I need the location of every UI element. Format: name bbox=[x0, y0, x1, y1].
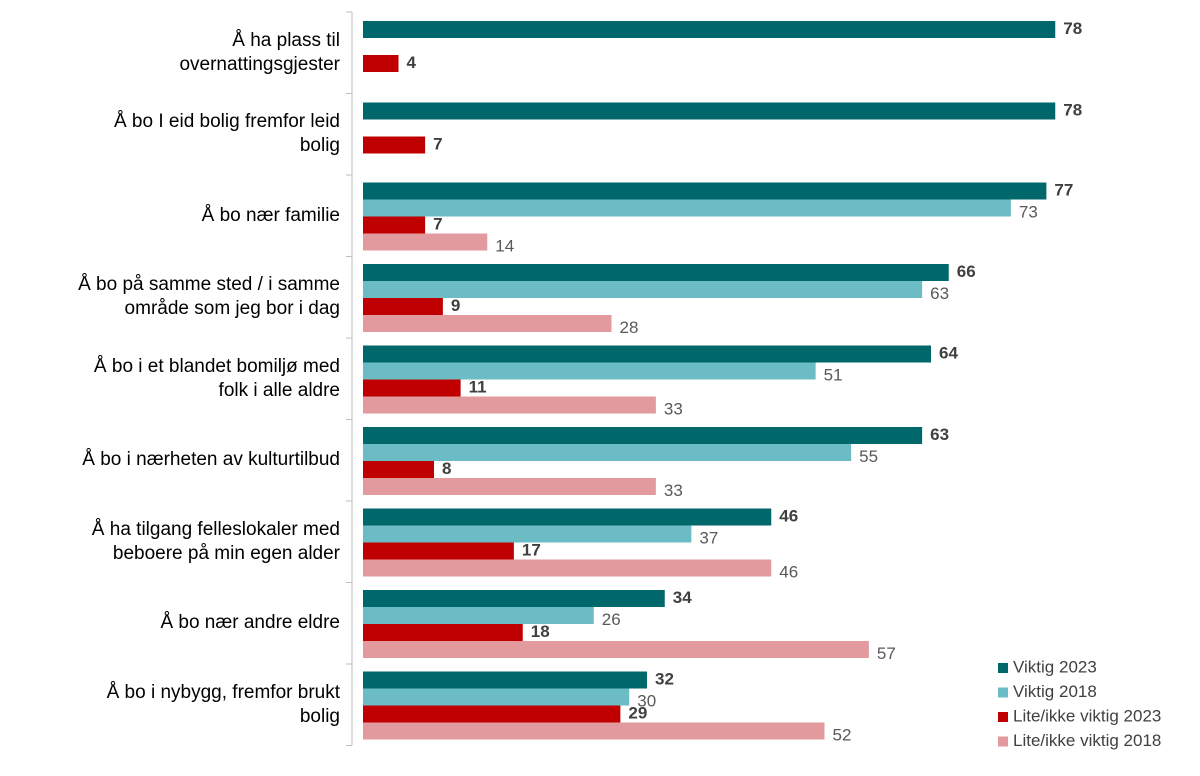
data-label: 18 bbox=[531, 622, 550, 641]
category-label: Å bo i nybygg, fremfor brukt bolig bbox=[106, 681, 340, 727]
data-label: 9 bbox=[451, 296, 460, 315]
data-label: 14 bbox=[495, 236, 514, 255]
data-label: 46 bbox=[779, 506, 798, 525]
bar bbox=[363, 55, 399, 72]
bar bbox=[363, 508, 772, 526]
data-label: 78 bbox=[1063, 19, 1082, 38]
category-label: Å bo I eid bolig fremfor leid bolig bbox=[113, 111, 340, 157]
data-label: 32 bbox=[655, 669, 674, 688]
category-label: Å bo i nærheten av kulturtilbud bbox=[82, 449, 340, 471]
data-label: 78 bbox=[1063, 100, 1082, 119]
bar bbox=[363, 136, 426, 154]
data-label: 64 bbox=[939, 343, 958, 362]
legend-item: Lite/ikke viktig 2018 bbox=[1013, 731, 1161, 750]
bar bbox=[363, 199, 1011, 217]
bar bbox=[363, 461, 434, 478]
data-label: 28 bbox=[620, 318, 639, 337]
bar bbox=[363, 607, 594, 624]
bar bbox=[363, 705, 621, 723]
bar bbox=[363, 688, 630, 706]
bar bbox=[363, 233, 488, 251]
category-label: Å bo på samme sted / i samme område som … bbox=[78, 274, 340, 320]
bar bbox=[363, 427, 923, 444]
legend-swatch bbox=[998, 687, 1008, 698]
data-label: 73 bbox=[1019, 202, 1038, 221]
bar bbox=[363, 478, 656, 495]
bar bbox=[363, 182, 1047, 200]
bar bbox=[363, 444, 852, 461]
data-label: 30 bbox=[637, 691, 656, 710]
bar bbox=[363, 722, 825, 740]
data-label: 46 bbox=[779, 562, 798, 581]
bar bbox=[363, 525, 692, 543]
category-label: Å ha plass til overnattingsgjester bbox=[179, 29, 340, 75]
legend-swatch bbox=[998, 712, 1008, 722]
legend-swatch bbox=[998, 663, 1008, 673]
data-label: 51 bbox=[824, 365, 843, 384]
bar bbox=[363, 624, 523, 641]
data-label: 8 bbox=[442, 459, 451, 478]
bar bbox=[363, 345, 931, 363]
bar bbox=[363, 671, 647, 689]
data-label: 11 bbox=[469, 377, 487, 396]
data-label: 34 bbox=[673, 588, 692, 607]
category-label: Å bo nær familie bbox=[201, 204, 340, 226]
data-label: 29 bbox=[628, 703, 647, 722]
bar bbox=[363, 559, 772, 577]
bar bbox=[363, 542, 514, 560]
legend-item: Lite/ikke viktig 2023 bbox=[1013, 706, 1161, 725]
category-label: Å bo nær andre eldre bbox=[160, 612, 340, 634]
data-label: 7 bbox=[433, 214, 442, 233]
bar bbox=[363, 362, 816, 380]
legend-item: Viktig 2023 bbox=[1013, 657, 1097, 676]
bar bbox=[363, 641, 869, 658]
bar bbox=[363, 102, 1056, 120]
bar bbox=[363, 590, 665, 607]
data-label: 26 bbox=[602, 610, 621, 629]
legend-swatch bbox=[998, 736, 1008, 747]
data-label: 52 bbox=[833, 725, 852, 744]
bar bbox=[363, 216, 426, 234]
bar bbox=[363, 298, 443, 315]
data-label: 7 bbox=[433, 134, 442, 153]
bar bbox=[363, 264, 949, 281]
data-label: 37 bbox=[699, 528, 718, 547]
bar bbox=[363, 21, 1056, 38]
bar bbox=[363, 315, 612, 332]
bar bbox=[363, 281, 923, 298]
bar bbox=[363, 379, 461, 397]
category-label: Å ha tilgang felleslokaler med beboere p… bbox=[91, 518, 340, 564]
data-label: 77 bbox=[1054, 180, 1073, 199]
data-label: 57 bbox=[877, 644, 896, 663]
data-label: 33 bbox=[664, 481, 683, 500]
data-label: 33 bbox=[664, 399, 683, 418]
data-label: 63 bbox=[930, 425, 949, 444]
bar bbox=[363, 396, 656, 414]
data-label: 55 bbox=[859, 447, 878, 466]
data-label: 17 bbox=[522, 540, 541, 559]
data-label: 4 bbox=[407, 53, 417, 72]
data-label: 66 bbox=[957, 262, 976, 281]
data-label: 63 bbox=[930, 284, 949, 303]
legend-item: Viktig 2018 bbox=[1013, 682, 1097, 701]
category-label: Å bo i et blandet bomiljø med folk i all… bbox=[93, 355, 340, 401]
